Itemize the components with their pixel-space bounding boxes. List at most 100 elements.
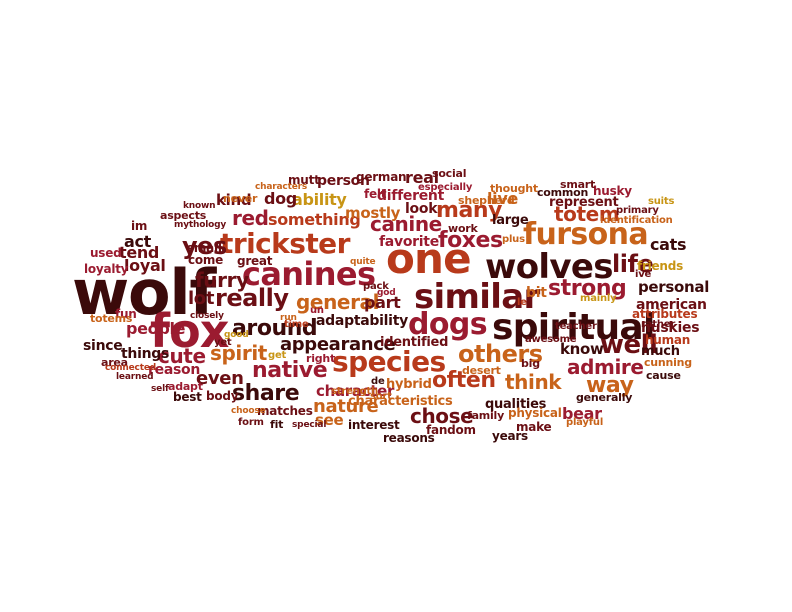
- word-red: red: [232, 206, 269, 230]
- word-body: body: [206, 389, 239, 403]
- word-matches: matches: [257, 404, 313, 418]
- word-good: good: [224, 330, 249, 340]
- word-person: person: [317, 173, 370, 189]
- word-learned: learned: [116, 372, 154, 382]
- word-bit: bit: [526, 285, 547, 301]
- word-make: make: [516, 420, 552, 434]
- word-sort: sort: [370, 391, 392, 402]
- word-american: american: [636, 297, 707, 313]
- word-adapt: adapt: [168, 380, 203, 393]
- word-im: im: [131, 219, 148, 233]
- word-yes: yes: [182, 232, 227, 260]
- word-often: often: [432, 368, 496, 393]
- word-cause: cause: [646, 369, 681, 382]
- word-share: share: [232, 381, 300, 406]
- word-best: best: [173, 390, 202, 404]
- word-physical: physical: [508, 406, 562, 420]
- word-time: time: [284, 319, 309, 330]
- word-never: never: [223, 192, 258, 205]
- word-aspects: aspects: [160, 209, 207, 222]
- word-husky: husky: [593, 184, 632, 198]
- word-represent: represent: [549, 195, 619, 210]
- word-identification: identification: [600, 215, 673, 226]
- word-dog: dog: [264, 189, 297, 208]
- word-since: since: [83, 338, 123, 354]
- word-similar: similar: [414, 277, 540, 317]
- word-generally: generally: [576, 391, 633, 404]
- word-native: native: [252, 358, 328, 383]
- word-le: le: [517, 297, 527, 308]
- word-plus: plus: [502, 234, 525, 245]
- word-un: un: [310, 305, 324, 316]
- word-pack: pack: [363, 281, 389, 292]
- word-large: large: [492, 213, 529, 228]
- word-favorite: favorite: [379, 234, 439, 250]
- word-thought: thought: [490, 182, 538, 195]
- word-general: general: [296, 290, 380, 314]
- word-mainly: mainly: [580, 293, 617, 304]
- word-around: around: [232, 316, 318, 341]
- word-shepherd: shepherd: [458, 194, 515, 207]
- word-closely: closely: [190, 311, 224, 321]
- word-big: big: [521, 357, 540, 370]
- word-fandom: fandom: [426, 423, 476, 437]
- word-right: right: [306, 352, 336, 365]
- word-really: really: [215, 284, 289, 312]
- word-way: way: [586, 373, 634, 398]
- word-fit: fit: [270, 418, 284, 431]
- word-god: god: [377, 288, 396, 298]
- word-cute: cute: [158, 344, 206, 368]
- word-connected: connected: [105, 363, 157, 373]
- word-playful: playful: [566, 417, 604, 428]
- word-well: well: [600, 330, 658, 360]
- word-life: life: [612, 250, 654, 278]
- word-loyalty: loyalty: [84, 262, 129, 276]
- word-reason: reason: [148, 362, 201, 378]
- word-hybrid: hybrid: [386, 377, 432, 392]
- word-suits: suits: [648, 196, 675, 207]
- word-huskies: huskies: [641, 320, 700, 336]
- word-common: common: [537, 186, 589, 199]
- word-qualities: qualities: [485, 397, 547, 412]
- word-wolf: wolf: [72, 256, 216, 329]
- word-identified: identified: [380, 335, 449, 350]
- word-see: see: [315, 411, 344, 429]
- word-human: human: [645, 333, 691, 347]
- word-part: part: [364, 293, 401, 312]
- word-used: used: [90, 246, 122, 260]
- word-admire: admire: [567, 355, 644, 379]
- word-de: de: [371, 376, 385, 387]
- word-work: work: [448, 222, 478, 235]
- word-great: great: [237, 254, 273, 268]
- word-know: know: [560, 340, 604, 358]
- word-choose: choose: [231, 406, 266, 416]
- word-fun: fun: [115, 307, 137, 321]
- word-family: family: [467, 409, 505, 422]
- word-species: species: [332, 345, 446, 378]
- word-wolves: wolves: [485, 247, 613, 287]
- word-canine: canine: [370, 212, 442, 236]
- word-spirit: spirit: [210, 341, 267, 365]
- word-real: real: [405, 168, 439, 187]
- word-different: different: [377, 188, 445, 204]
- word-mostly: mostly: [345, 204, 401, 222]
- word-strength: strength: [331, 386, 379, 397]
- word-live: live: [487, 189, 518, 208]
- word-mutt: mutt: [288, 173, 320, 187]
- word-friends: friends: [637, 259, 683, 273]
- word-desert: desert: [462, 364, 501, 377]
- word-cats: cats: [650, 235, 687, 254]
- word-loyal: loyal: [124, 256, 166, 275]
- word-known: known: [183, 201, 216, 211]
- word-many: many: [436, 198, 503, 223]
- word-furry: furry: [195, 268, 249, 292]
- word-one: one: [386, 234, 472, 283]
- word-people: people: [126, 319, 186, 338]
- word-form: form: [238, 417, 264, 428]
- word-attributes: attributes: [632, 307, 698, 321]
- word-area: area: [101, 356, 128, 369]
- word-totems: totems: [90, 312, 133, 325]
- word-small: small: [187, 241, 222, 255]
- word-special: special: [292, 420, 327, 430]
